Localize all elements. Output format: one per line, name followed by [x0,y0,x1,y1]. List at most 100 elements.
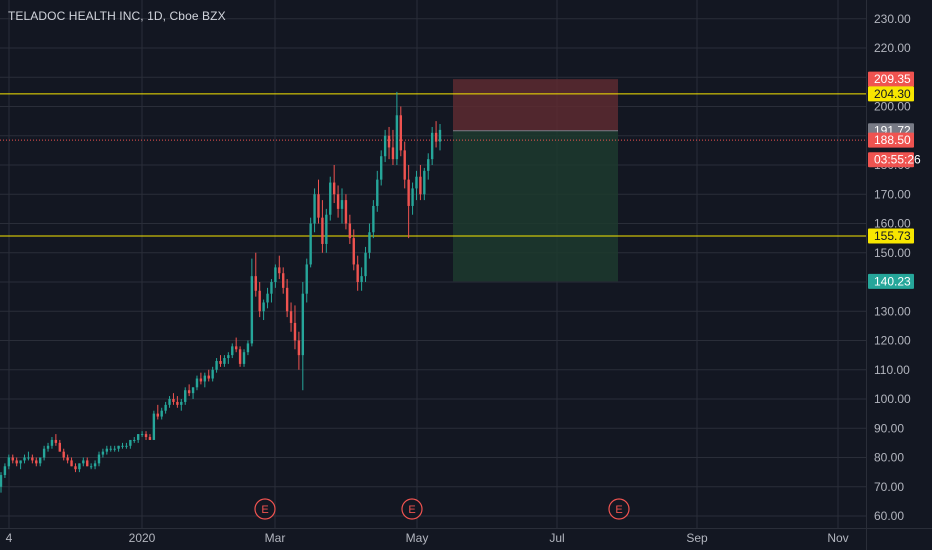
candle-body [38,457,42,464]
candle [274,264,277,288]
candle [336,185,340,218]
candle-body [113,448,116,450]
candle [125,442,128,449]
candle [376,170,379,212]
candle [187,384,191,397]
candle-body [313,194,316,224]
x-tick-label: Nov [827,531,848,545]
candle-body [23,457,26,461]
candle [144,431,148,440]
candle-body [184,390,187,402]
candle-body [168,399,171,405]
candle [3,463,7,478]
y-tick-label: 120.00 [874,334,911,348]
earnings-marker-circle[interactable] [254,498,276,520]
candle-body [46,445,50,449]
candle [254,252,257,297]
candle-body [387,135,391,148]
price-tag: 03:55:26 [868,152,921,168]
candle-body [419,176,422,195]
candle-body [305,264,308,294]
candle-body [86,460,89,467]
candle-body [321,217,324,244]
candle [242,349,246,367]
candle [415,170,418,201]
candle [58,439,61,452]
candle [219,355,222,367]
y-tick-label: 170.00 [874,187,911,201]
y-tick-label: 70.00 [874,480,904,494]
earnings-marker-circle[interactable] [608,498,630,520]
candle [356,255,359,291]
earnings-marker-circle[interactable] [401,498,423,520]
candle [93,460,97,470]
candle-body [62,451,65,458]
candle [38,457,42,467]
candle [238,346,242,367]
price-tag: 188.50 [868,132,914,148]
candle-body [117,445,120,449]
candle-body [254,276,257,291]
candle [250,258,254,347]
y-tick-label: 200.00 [874,100,911,114]
candle-body [74,466,77,470]
candle-body [195,378,199,388]
candle [434,121,438,148]
candle [15,457,18,467]
position-zones[interactable] [453,79,618,282]
candle-body [309,223,312,265]
price-tag-bg [868,132,914,148]
candle [172,393,175,405]
earnings-marker[interactable]: E [608,498,630,520]
stop-loss-zone[interactable] [453,79,618,131]
earnings-marker-label: E [615,504,622,516]
candle [50,437,54,449]
candle-body [144,434,148,438]
candle-body [246,343,250,353]
candle [411,182,414,215]
candle-body [301,293,305,356]
candle [278,255,281,280]
candle-body [262,302,265,312]
candle [438,124,442,151]
candle-body [434,132,438,142]
candle-body [42,448,46,458]
candle [191,387,195,399]
candle-body [352,238,355,265]
candle-body [332,182,336,195]
profit-target-zone[interactable] [453,130,618,282]
candle-body [164,404,167,411]
candle [293,305,297,350]
candle [82,457,85,467]
candle-body [66,457,69,461]
candle [11,454,14,464]
candle [399,106,403,157]
candle-body [207,375,210,379]
candle [70,457,73,467]
candle [427,153,430,180]
candle [234,337,238,353]
candle [329,176,332,221]
candle [262,299,265,321]
candle [7,454,11,470]
candle-body [133,439,136,441]
candle-body [285,287,289,312]
candle-body [219,360,222,364]
price-tag-bg [868,152,914,168]
candle-body [156,413,159,417]
time-axis[interactable]: 4 2020 Mar May Jul Sep Nov [6,531,849,545]
candle-body [293,322,297,341]
candle-body [364,252,367,277]
earnings-marker[interactable]: E [254,498,276,520]
x-tick-label: 4 [6,531,13,545]
candle [74,463,77,473]
earnings-marker[interactable]: E [401,498,423,520]
candle [348,214,352,244]
y-tick-label: 90.00 [874,421,904,435]
candle-body [223,358,226,364]
candle [258,282,261,318]
candle-body [391,147,395,160]
candle-body [438,129,442,142]
